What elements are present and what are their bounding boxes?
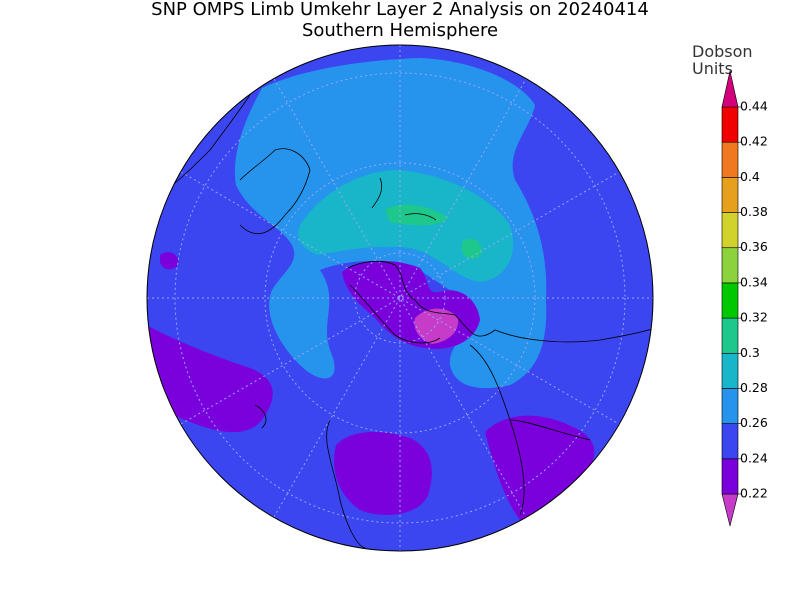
title: SNP OMPS Limb Umkehr Layer 2 Analysis on…: [151, 0, 649, 20]
colorbar: 0.22 0.24 0.26 0.28 0.3 0.32 0.34 0.36 0.38 0.4 0.…: [721, 70, 768, 527]
colorbar-tick-label: 0.32: [740, 310, 768, 325]
colorbar-band: [721, 212, 739, 249]
contour-0.28: [298, 170, 514, 282]
colorbar-tick-label: 0.24: [740, 450, 768, 465]
colorbar-tick-label: 0.36: [740, 239, 768, 254]
map: [147, 45, 653, 551]
contour-0.24e: [160, 252, 179, 270]
colorbar-tick-label: 0.28: [740, 380, 768, 395]
colorbar-label: Units: [692, 59, 733, 78]
colorbar-band: [721, 352, 739, 389]
colorbar-band: [721, 388, 739, 424]
colorbar-band: [721, 106, 739, 143]
colorbar-band: [721, 282, 739, 319]
contour-0.24d: [485, 415, 595, 520]
colorbar-band: [721, 423, 739, 460]
colorbar-tick-label: 0.26: [740, 415, 768, 430]
colorbar-band: [721, 141, 739, 178]
colorbar-tick-label: 0.38: [740, 204, 768, 219]
colorbar-tick-label: 0.3: [740, 345, 760, 360]
colorbar-tick-label: 0.44: [740, 99, 768, 114]
colorbar-extend-high: [721, 70, 739, 108]
graticule: [147, 45, 653, 551]
colorbar-extend-low: [721, 493, 739, 527]
colorbar-band: [721, 177, 739, 213]
colorbar-tick-label: 0.4: [740, 169, 760, 184]
colorbar-tick-label: 0.22: [740, 486, 768, 501]
map-border: [146, 44, 654, 552]
colorbar-tick-label: 0.42: [740, 134, 768, 149]
colorbar-tick-label: 0.34: [740, 274, 768, 289]
contour-0.22: [414, 308, 459, 344]
colorbar-label: Dobson: [692, 42, 753, 61]
subtitle: Southern Hemisphere: [302, 20, 498, 41]
colorbar-band: [721, 458, 739, 495]
coastlines: [149, 94, 653, 549]
colorbar-band: [721, 247, 739, 284]
colorbar-band: [721, 317, 739, 354]
contour-0.24c: [334, 431, 432, 515]
contour-0.24b: [147, 325, 273, 433]
contour-0.30: [385, 204, 482, 259]
